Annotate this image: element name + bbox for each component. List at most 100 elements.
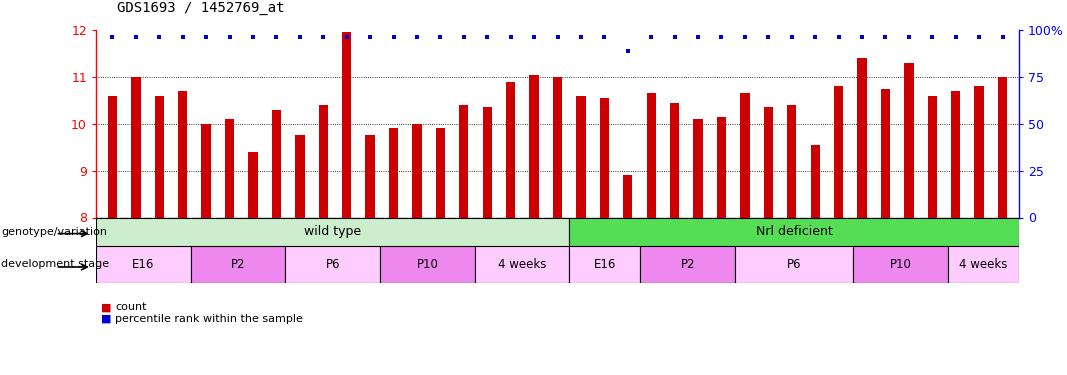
Text: Nrl deficient: Nrl deficient: [755, 225, 832, 238]
Bar: [740, 93, 750, 218]
Point: [409, 34, 426, 40]
Point: [854, 34, 871, 40]
Bar: [998, 77, 1007, 218]
Bar: [764, 107, 773, 218]
Bar: [854, 246, 947, 283]
Point: [947, 34, 965, 40]
Bar: [600, 98, 609, 218]
Bar: [475, 246, 570, 283]
Bar: [927, 96, 937, 218]
Point: [385, 34, 402, 40]
Point: [174, 34, 191, 40]
Point: [760, 34, 777, 40]
Point: [526, 34, 543, 40]
Text: P10: P10: [890, 258, 911, 271]
Point: [548, 34, 566, 40]
Bar: [974, 86, 984, 218]
Point: [783, 34, 800, 40]
Point: [291, 34, 308, 40]
Point: [924, 34, 941, 40]
Point: [338, 34, 355, 40]
Point: [150, 34, 168, 40]
Text: genotype/variation: genotype/variation: [1, 226, 107, 237]
Point: [362, 34, 379, 40]
Point: [877, 34, 894, 40]
Text: development stage: development stage: [1, 260, 109, 269]
Bar: [459, 105, 468, 218]
Bar: [285, 246, 380, 283]
Point: [713, 34, 730, 40]
Bar: [811, 145, 819, 218]
Bar: [570, 217, 1019, 246]
Bar: [365, 135, 375, 218]
Bar: [96, 246, 191, 283]
Text: P6: P6: [787, 258, 801, 271]
Point: [268, 34, 285, 40]
Bar: [388, 128, 398, 217]
Point: [971, 34, 988, 40]
Bar: [735, 246, 854, 283]
Text: P10: P10: [416, 258, 439, 271]
Bar: [576, 96, 586, 218]
Bar: [155, 96, 164, 218]
Text: E16: E16: [132, 258, 155, 271]
Point: [666, 34, 683, 40]
Point: [901, 34, 918, 40]
Bar: [435, 128, 445, 217]
Text: percentile rank within the sample: percentile rank within the sample: [115, 314, 303, 324]
Bar: [947, 246, 1019, 283]
Bar: [272, 110, 281, 218]
Text: P6: P6: [325, 258, 340, 271]
Bar: [131, 77, 141, 218]
Text: P2: P2: [230, 258, 245, 271]
Point: [456, 34, 473, 40]
Point: [572, 34, 589, 40]
Text: E16: E16: [593, 258, 616, 271]
Point: [479, 34, 496, 40]
Bar: [623, 176, 633, 217]
Text: 4 weeks: 4 weeks: [959, 258, 1007, 271]
Text: GDS1693 / 1452769_at: GDS1693 / 1452769_at: [117, 1, 285, 15]
Bar: [108, 96, 117, 218]
Point: [830, 34, 847, 40]
Bar: [787, 105, 796, 218]
Point: [197, 34, 214, 40]
Point: [432, 34, 449, 40]
Bar: [529, 75, 539, 217]
Bar: [640, 246, 735, 283]
Bar: [482, 107, 492, 218]
Bar: [951, 91, 960, 218]
Text: ■: ■: [101, 303, 112, 312]
Bar: [570, 246, 640, 283]
Bar: [647, 93, 656, 218]
Point: [642, 34, 659, 40]
Bar: [834, 86, 843, 218]
Bar: [191, 246, 285, 283]
Bar: [319, 105, 328, 218]
Text: count: count: [115, 303, 147, 312]
Bar: [178, 91, 188, 218]
Point: [503, 34, 520, 40]
Bar: [506, 82, 515, 218]
Text: 4 weeks: 4 weeks: [498, 258, 546, 271]
Bar: [343, 32, 351, 218]
Bar: [249, 152, 257, 217]
Bar: [717, 117, 727, 218]
Point: [994, 34, 1012, 40]
Point: [689, 34, 706, 40]
Point: [244, 34, 261, 40]
Bar: [380, 246, 475, 283]
Point: [103, 34, 121, 40]
Point: [736, 34, 753, 40]
Point: [619, 48, 636, 54]
Bar: [96, 217, 570, 246]
Bar: [694, 119, 703, 218]
Bar: [880, 88, 890, 218]
Point: [221, 34, 238, 40]
Bar: [670, 103, 680, 218]
Bar: [202, 124, 211, 218]
Bar: [858, 58, 866, 217]
Bar: [904, 63, 913, 217]
Text: wild type: wild type: [304, 225, 362, 238]
Bar: [553, 77, 562, 218]
